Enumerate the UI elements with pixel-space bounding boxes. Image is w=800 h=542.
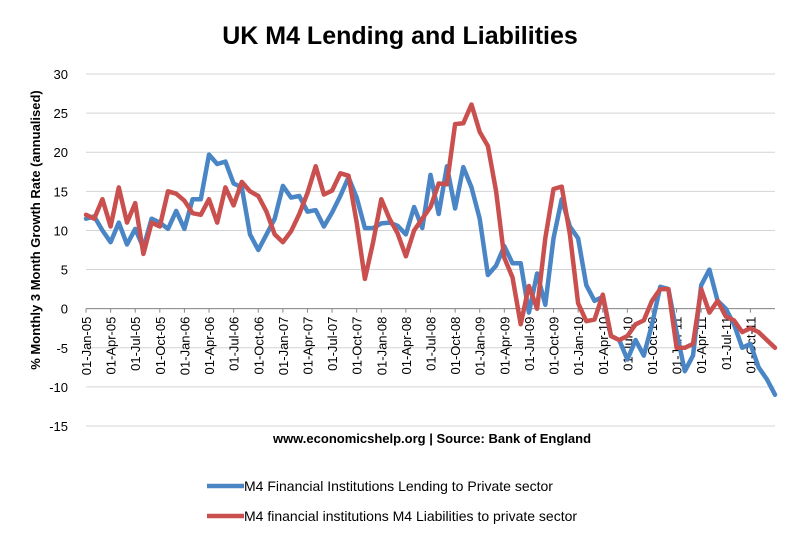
y-axis-label: % Monthly 3 Month Growth Rate (annualise… [28, 90, 43, 370]
x-tick-label: 01-Jan-08 [374, 317, 389, 376]
x-tick-label: 01-Oct-08 [448, 317, 463, 375]
legend-label-2: M4 financial institutions M4 Liabilities… [244, 508, 577, 524]
x-tick-label: 01-Apr-07 [300, 317, 315, 375]
x-axis-label: www.economicshelp.org | Source: Bank of … [272, 431, 591, 446]
x-tick-label: 01-Jan-10 [571, 317, 586, 376]
y-tick-label: 10 [54, 223, 68, 238]
x-tick-label: 01-Oct-09 [547, 317, 562, 375]
x-tick-label: 01-Jan-09 [473, 317, 488, 376]
x-tick-label: 01-Apr-06 [202, 317, 217, 375]
legend-label-1: M4 Financial Institutions Lending to Pri… [244, 478, 553, 494]
y-tick-label: 5 [61, 263, 68, 278]
x-tick-label: 01-Jan-05 [79, 317, 94, 376]
y-tick-label: 15 [54, 184, 68, 199]
plot-area [83, 102, 778, 397]
y-tick-label: 25 [54, 106, 68, 121]
x-tick-label: 01-Jan-06 [177, 317, 192, 376]
x-tick-label: 01-Jul-09 [522, 317, 537, 371]
y-axis: 30 25 20 15 10 5 0 -5 -10 -15 [49, 67, 68, 434]
y-tick-label: 20 [54, 145, 68, 160]
chart-title: UK M4 Lending and Liabilities [222, 22, 578, 50]
x-tick-label: 01-Jan-07 [276, 317, 291, 376]
x-tick-label: 01-Apr-08 [399, 317, 414, 375]
y-tick-label: 30 [54, 67, 68, 82]
x-tick-label: 01-Oct-06 [251, 317, 266, 375]
x-tick-label: 01-Apr-05 [104, 317, 119, 375]
x-tick-label: 01-Jul-06 [227, 317, 242, 371]
x-tick-label: 01-Jul-11 [719, 317, 734, 370]
y-tick-label: 0 [61, 302, 68, 317]
x-tick-label: 01-Jul-05 [128, 317, 143, 371]
series-line-2 [83, 102, 778, 351]
y-tick-label: -5 [56, 341, 68, 356]
series-line-1 [83, 152, 778, 397]
legend: M4 Financial Institutions Lending to Pri… [207, 478, 577, 524]
x-tick-label: 01-Jul-08 [424, 317, 439, 371]
x-tick-label: 01-Oct-07 [350, 317, 365, 375]
x-tick-label: 01-Apr-09 [497, 317, 512, 375]
y-tick-label: -10 [49, 380, 68, 395]
x-tick-label: 01-Jul-07 [325, 317, 340, 371]
y-tick-label: -15 [49, 419, 68, 434]
x-axis: 01-Jan-05 01-Apr-05 01-Jul-05 01-Oct-05 01-J… [79, 308, 758, 376]
x-tick-label: 01-Oct-05 [153, 317, 168, 375]
x-tick-label: 01-Apr-10 [596, 317, 611, 375]
